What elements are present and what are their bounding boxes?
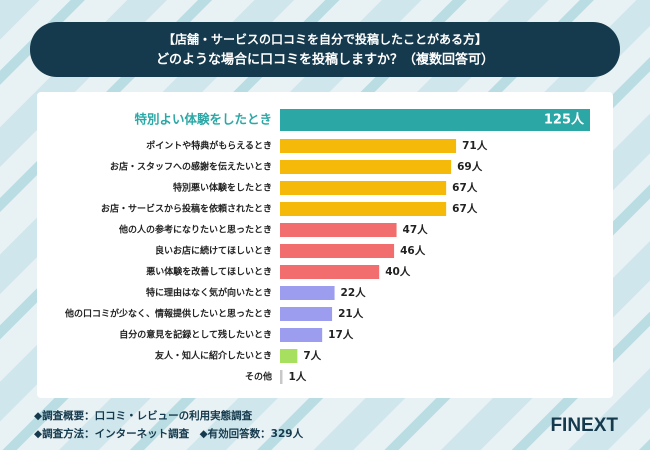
category-label: 悪い体験を改善してほしいとき [146, 266, 272, 278]
note: ◆調査方法：インターネット調査 ◆有効回答数：329人 [34, 427, 304, 440]
category-label: 他の口コミが少なく、情報提供したいと思ったとき [64, 308, 272, 320]
note: ◆調査概要：口コミ・レビューの利用実態調査 [34, 409, 253, 422]
bar [280, 349, 298, 363]
category-label: お店・スタッフへの感謝を伝えたいとき [110, 161, 272, 173]
value-label: 69人 [457, 160, 483, 173]
category-label: 特別悪い体験をしたとき [173, 182, 272, 194]
category-label: 良いお店に続けてほしいとき [155, 245, 272, 257]
value-label: 40人 [385, 265, 411, 278]
brand-logo: FINEXT [550, 415, 618, 436]
bar [280, 181, 447, 195]
category-label: お店・サービスから投稿を依頼されたとき [101, 203, 272, 215]
value-label: 47人 [403, 223, 429, 236]
value-label: 46人 [400, 244, 426, 257]
value-label: 67人 [452, 181, 478, 194]
bar [280, 223, 397, 237]
category-label: ポイントや特典がもらえるとき [146, 140, 272, 152]
value-label: 17人 [328, 328, 354, 341]
bar [280, 286, 335, 300]
chart-title: 【店舗・サービスの口コミを自分で投稿したことがある方】 [163, 32, 487, 47]
bar [280, 160, 452, 174]
category-label: その他 [245, 371, 272, 383]
bar [280, 109, 590, 131]
title-banner [30, 22, 620, 77]
value-label: 22人 [341, 286, 367, 299]
bar [280, 307, 333, 321]
bar [280, 244, 395, 258]
value-label: 125人 [544, 112, 585, 128]
category-label: 自分の意見を記録として残したいとき [119, 329, 272, 341]
category-label: 特別よい体験をしたとき [134, 112, 272, 127]
value-label: 67人 [452, 202, 478, 215]
bar [280, 265, 380, 279]
value-label: 71人 [462, 139, 488, 152]
value-label: 7人 [303, 349, 321, 362]
bar [280, 370, 283, 384]
chart-subtitle: どのような場合に口コミを投稿しますか？（複数回答可） [156, 52, 494, 68]
bar [280, 139, 457, 153]
category-label: 友人・知人に紹介したいとき [155, 350, 272, 362]
value-label: 21人 [338, 307, 364, 320]
bar [280, 328, 323, 342]
bar [280, 202, 447, 216]
category-label: 他の人の参考になりたいと思ったとき [118, 224, 272, 236]
category-label: 特に理由はなく気が向いたとき [146, 287, 272, 299]
value-label: 1人 [288, 370, 306, 383]
